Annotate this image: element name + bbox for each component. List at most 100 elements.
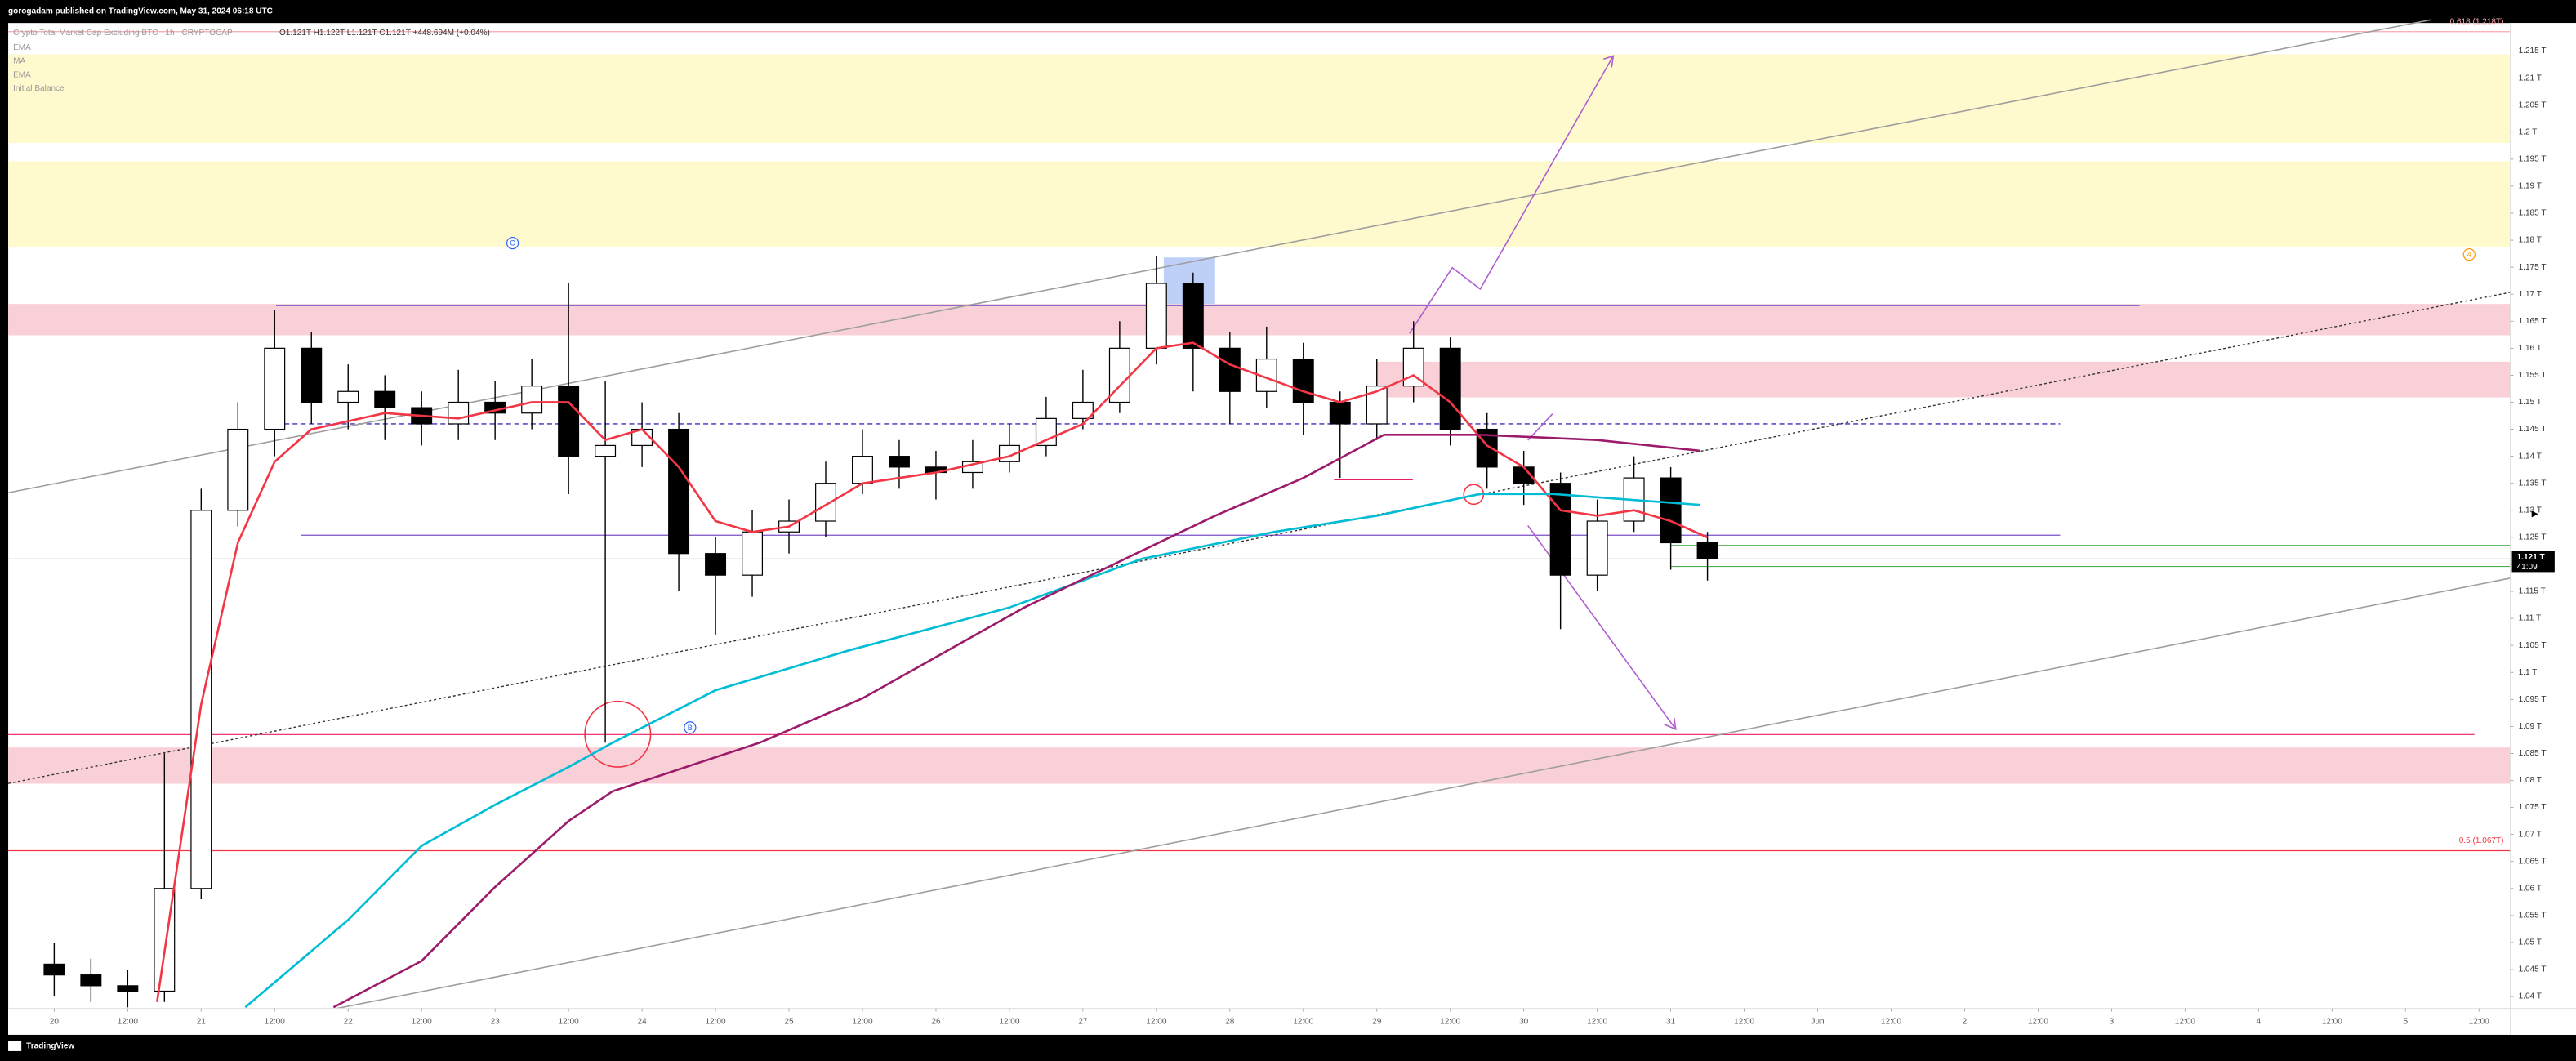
annotation-badge (506, 236, 519, 250)
footer: TradingView (26, 1042, 74, 1051)
x-tick-label: Jun (1811, 1017, 1824, 1026)
legend-entry: EMA (13, 70, 31, 79)
x-tick-label: 12:00 (265, 1017, 286, 1026)
candles (43, 256, 1718, 1008)
y-tick-label: 1.17 T (2519, 290, 2542, 299)
candle-body (521, 386, 543, 414)
y-tick-label: 1.145 T (2519, 425, 2547, 434)
y-tick-label: 1.065 T (2519, 857, 2547, 866)
x-tick-label: 3 (2110, 1017, 2115, 1026)
price-axis (2510, 23, 2576, 1035)
x-tick-label: 12:00 (1293, 1017, 1314, 1026)
candle-body (1660, 477, 1682, 544)
level-label: 0.5 (1.067T) (2459, 836, 2504, 845)
y-tick-label: 1.185 T (2519, 209, 2547, 218)
y-tick-label: 1.045 T (2519, 965, 2547, 974)
y-tick-label: 1.085 T (2519, 749, 2547, 758)
x-tick-label: 12:00 (2175, 1017, 2196, 1026)
ohlc: O1.121T H1.122T L1.121T C1.121T +448.694… (279, 29, 490, 38)
y-tick-label: 1.105 T (2519, 641, 2547, 650)
time-axis (8, 1008, 2576, 1035)
legend-entry: MA (13, 57, 25, 66)
y-tick-label: 1.095 T (2519, 695, 2547, 704)
y-tick-label: 1.07 T (2519, 830, 2542, 839)
y-tick-label: 1.115 T (2519, 587, 2546, 596)
annotations: C B 4 (506, 236, 2476, 734)
legend: EMA MA EMA (13, 43, 31, 79)
y-tick-label: 1.125 T (2519, 533, 2547, 542)
highlight-circle (584, 700, 652, 768)
indicator-line (332, 433, 1700, 1009)
candle-body (43, 963, 65, 976)
y-tick-label: 1.175 T (2519, 263, 2547, 272)
x-tick-label: 12:00 (1881, 1017, 1902, 1026)
candle-body (80, 974, 102, 987)
scroll-marker (2531, 510, 2538, 518)
y-tick-label: 1.215 T (2519, 47, 2547, 56)
x-tick-label: 5 (2403, 1017, 2408, 1026)
y-tick-label: 1.15 T (2519, 398, 2542, 407)
x-tick-label: 27 (1078, 1017, 1088, 1026)
x-tick-label: 29 (1372, 1017, 1382, 1026)
candle-body (1439, 347, 1461, 430)
level-label: 0.618 (1.218T) (2450, 17, 2504, 26)
candle-body (1696, 542, 1718, 559)
y-tick-label: 1.16 T (2519, 344, 2542, 353)
x-tick-label: 4 (2257, 1017, 2262, 1026)
x-tick-label: 31 (1666, 1017, 1676, 1026)
arrow (1527, 413, 1553, 441)
x-tick-label: 30 (1519, 1017, 1529, 1026)
candle-body (264, 347, 286, 430)
y-tick-label: 1.135 T (2519, 479, 2547, 488)
arrow-head (1602, 55, 1615, 68)
candle-body (1219, 347, 1241, 392)
candle-body (742, 531, 764, 576)
x-tick-label: 12:00 (559, 1017, 580, 1026)
y-tick-label: 1.06 T (2519, 884, 2542, 893)
x-tick-label: 28 (1225, 1017, 1235, 1026)
x-tick-label: 12:00 (118, 1017, 139, 1026)
indicator-line (156, 341, 1709, 1003)
legend-entry: EMA (13, 43, 31, 52)
x-tick-label: 12:00 (412, 1017, 433, 1026)
candle-body (705, 553, 727, 576)
x-tick-label: 24 (637, 1017, 647, 1026)
overlays (156, 341, 1709, 1009)
candle-body (227, 428, 249, 511)
x-tick-label: 12:00 (1734, 1017, 1755, 1026)
x-tick-label: 12:00 (1440, 1017, 1461, 1026)
arrow-head (1664, 717, 1677, 731)
x-tick-label: 12:00 (999, 1017, 1020, 1026)
y-tick-label: 1.2 T (2519, 127, 2538, 136)
y-tick-label: 1.205 T (2519, 100, 2547, 109)
zone (8, 304, 2511, 336)
y-tick-label: 1.21 T (2519, 74, 2542, 82)
candle-body (1549, 483, 1571, 576)
y-tick-label: 1.05 T (2519, 938, 2542, 947)
y-tick-label: 1.155 T (2519, 371, 2547, 380)
candle-body (852, 456, 873, 484)
annotation: 4 (2467, 251, 2471, 259)
candle-body (301, 347, 323, 403)
y-tick-label: 1.18 T (2519, 236, 2542, 245)
y-tick-label: 1.055 T (2519, 912, 2547, 921)
y-tick-label: 1.11 T (2519, 614, 2542, 623)
x-tick-label: 12:00 (2469, 1017, 2490, 1026)
candle-body (1292, 358, 1314, 403)
arrow (1409, 55, 1614, 334)
x-tick-label: 25 (784, 1017, 794, 1026)
last-price: 1.121 T (2517, 553, 2546, 562)
y-tick-label: 1.08 T (2519, 776, 2542, 785)
countdown: 41:09 (2517, 563, 2538, 572)
y-tick-label: 1.075 T (2519, 803, 2547, 812)
symbol: Crypto Total Market Cap Excluding BTC · … (13, 29, 233, 38)
candle-body (337, 390, 359, 403)
x-tick-label: 12:00 (852, 1017, 873, 1026)
x-tick-label: 22 (344, 1017, 354, 1026)
levels: 0.618 (1.218T) 0.5 (1.067T) (8, 17, 2511, 852)
y-tick-label: 1.195 T (2519, 154, 2547, 163)
y-tick-label: 1.04 T (2519, 992, 2542, 1001)
annotation-badge (684, 721, 697, 734)
